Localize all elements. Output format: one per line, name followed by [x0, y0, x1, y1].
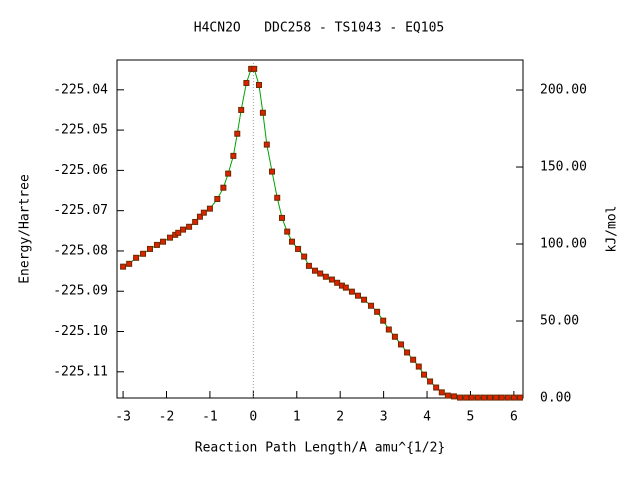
point-marker: [404, 349, 411, 356]
point-marker: [486, 394, 493, 401]
point-marker: [391, 333, 398, 340]
point-marker: [427, 378, 434, 385]
point-marker: [450, 393, 457, 400]
point-marker: [328, 276, 335, 283]
x-tick-label: -1: [202, 410, 218, 425]
x-tick-label: 1: [293, 410, 301, 425]
point-marker: [305, 262, 312, 269]
y-axis-label: Energy/Hartree: [18, 174, 33, 284]
x-tick-label: -3: [115, 410, 131, 425]
point-marker: [175, 229, 182, 236]
point-marker: [480, 394, 487, 401]
point-marker: [463, 394, 470, 401]
point-marker: [288, 238, 295, 245]
point-marker: [348, 288, 355, 295]
point-marker: [342, 284, 349, 291]
point-marker: [274, 194, 281, 201]
x-tick-label: 6: [510, 410, 518, 425]
point-marker: [120, 263, 127, 270]
point-marker: [444, 392, 451, 399]
point-marker: [433, 384, 440, 391]
y2-tick-label: 100.00: [540, 237, 587, 252]
point-marker: [368, 302, 375, 309]
y-tick-label: -225.05: [53, 123, 108, 138]
point-marker: [510, 394, 517, 401]
x-tick-label: 2: [336, 410, 344, 425]
point-marker: [133, 254, 140, 261]
point-marker: [410, 356, 417, 363]
point-marker: [230, 152, 237, 159]
point-marker: [255, 81, 262, 88]
x-tick-label: -2: [159, 410, 175, 425]
point-marker: [380, 317, 387, 324]
point-marker: [220, 184, 227, 191]
point-marker: [200, 209, 207, 216]
point-marker: [295, 245, 302, 252]
y2-tick-label: 0.00: [540, 391, 571, 406]
point-marker: [238, 106, 245, 113]
y2-tick-label: 150.00: [540, 160, 587, 175]
y-tick-label: -225.09: [53, 284, 108, 299]
point-marker: [354, 292, 361, 299]
point-marker: [263, 141, 270, 148]
y-tick-label: -225.06: [53, 163, 108, 178]
point-marker: [317, 270, 324, 277]
y2-axis-label: kJ/mol: [605, 206, 620, 253]
point-marker: [160, 238, 167, 245]
point-marker: [140, 250, 147, 257]
y-tick-label: -225.11: [53, 364, 108, 379]
point-marker: [516, 394, 523, 401]
point-marker: [180, 226, 187, 233]
point-marker: [397, 341, 404, 348]
x-tick-label: 3: [380, 410, 388, 425]
point-marker: [420, 371, 427, 378]
point-marker: [301, 253, 308, 260]
point-marker: [166, 234, 173, 241]
point-marker: [312, 267, 319, 274]
point-marker: [438, 389, 445, 396]
y2-tick-label: 200.00: [540, 83, 587, 98]
point-marker: [234, 130, 241, 137]
x-tick-label: 4: [423, 410, 431, 425]
point-marker: [126, 260, 133, 267]
y-tick-label: -225.10: [53, 324, 108, 339]
point-marker: [186, 223, 193, 230]
point-marker: [457, 394, 464, 401]
point-marker: [284, 228, 291, 235]
point-marker: [385, 326, 392, 333]
chart-title: H4CN2O DDC258 - TS1043 - EQ105: [194, 21, 444, 36]
point-marker: [322, 273, 329, 280]
x-tick-label: 0: [249, 410, 257, 425]
point-marker: [196, 213, 203, 220]
y-tick-label: -225.04: [53, 82, 108, 97]
point-marker: [147, 245, 154, 252]
y2-tick-label: 50.00: [540, 314, 579, 329]
point-marker: [225, 170, 232, 177]
point-marker: [498, 394, 505, 401]
point-marker: [474, 394, 481, 401]
point-marker: [214, 195, 221, 202]
point-marker: [251, 65, 258, 72]
x-axis-label: Reaction Path Length/A amu^{1/2}: [195, 441, 445, 456]
point-marker: [493, 394, 500, 401]
plot-frame: [116, 59, 524, 399]
point-marker: [243, 79, 250, 86]
point-marker: [334, 279, 341, 286]
point-marker: [279, 214, 286, 221]
point-marker: [206, 205, 213, 212]
point-marker: [468, 394, 475, 401]
y-tick-label: -225.08: [53, 243, 108, 258]
point-marker: [192, 218, 199, 225]
point-marker: [361, 296, 368, 303]
point-marker: [153, 241, 160, 248]
point-marker: [504, 394, 511, 401]
point-marker: [269, 168, 276, 175]
x-tick-label: 5: [467, 410, 475, 425]
point-marker: [374, 308, 381, 315]
energy-line: [122, 68, 520, 399]
y-tick-label: -225.07: [53, 203, 108, 218]
point-marker: [259, 109, 266, 116]
point-marker: [415, 363, 422, 370]
